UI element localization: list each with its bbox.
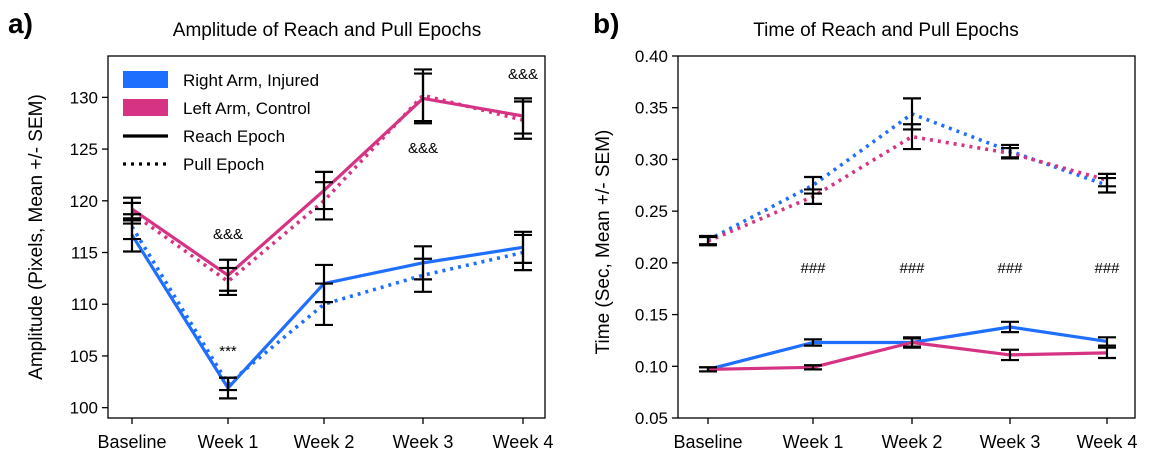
panel-a-significance-annotation: &&& [508, 66, 538, 83]
panel-b-y-tick-label: 0.35 [635, 99, 668, 118]
panel-b-error-bar-left-pull [804, 188, 822, 206]
panel-a-x-tick-label: Week 3 [393, 432, 454, 452]
panel-b-error-bar-left-pull [903, 123, 921, 151]
panel-a-error-bar-right-pull [514, 233, 532, 272]
panel-a-x-tick-label: Week 1 [198, 432, 259, 452]
panel-b-y-tick-label: 0.05 [635, 409, 668, 428]
legend-item: Pull Epoch [123, 155, 264, 174]
panel-b-y-tick-label: 0.20 [635, 254, 668, 273]
panel-a-x-tick-label: Baseline [97, 432, 166, 452]
panel-b-x-tick-label: Baseline [673, 432, 742, 452]
panel-b-y-tick-label: 0.40 [635, 47, 668, 66]
panel-a-significance-annotation: &&& [213, 226, 243, 243]
panel-b-x-tick-label: Week 2 [882, 432, 943, 452]
panel-a-error-bar-left-pull [514, 100, 532, 140]
panel-b-significance-annotation: ### [800, 260, 826, 277]
panel-b-error-bar-left-reach [699, 366, 717, 373]
panel-a-error-bar-left-pull [123, 201, 141, 225]
panel-a-y-tick-label: 125 [70, 140, 98, 159]
panel-a-error-bar-right-pull [219, 376, 237, 392]
panel-b-error-bar-left-reach [804, 364, 822, 371]
panel-a-error-bar-right-pull [315, 282, 333, 327]
panel-a-significance-annotation: *** [219, 343, 237, 360]
panel-b-x-tick-label: Week 4 [1077, 432, 1138, 452]
panel-a-error-bar-left-pull [219, 266, 237, 297]
panel-b-y-tick-label: 0.30 [635, 150, 668, 169]
panel-b-time-chart: b) Time of Reach and Pull Epochs Time (S… [593, 8, 1137, 452]
panel-b-plot-frame [677, 55, 1136, 419]
panel-b-x-tick-label: Week 3 [980, 432, 1041, 452]
panel-a-y-tick-label: 115 [71, 244, 98, 263]
panel-b-y-tick-label: 0.10 [635, 357, 668, 376]
panel-b-y-axis-label: Time (Sec, Mean +/- SEM) [593, 130, 614, 355]
panel-b-series-line-left-pull [707, 134, 1108, 243]
panel-b-significance-annotation: ### [899, 260, 925, 277]
panel-a-plot-frame [107, 55, 546, 419]
legend-item: Reach Epoch [123, 127, 285, 146]
legend-label: Right Arm, Injured [183, 71, 319, 90]
legend-item: Left Arm, Control [123, 99, 311, 118]
panel-b-x-tick-label: Week 1 [783, 432, 844, 452]
panel-a-error-bar-right-pull [414, 257, 432, 293]
panel-a-y-tick-label: 100 [70, 399, 98, 418]
panel-b-error-bar-right-reach [804, 338, 822, 347]
panel-b-y-tick-label: 0.25 [635, 202, 668, 221]
panel-b-error-bar-left-pull [699, 235, 717, 247]
legend-color-swatch [123, 99, 168, 116]
legend-label: Pull Epoch [183, 155, 264, 174]
panel-b-y-tick-label: 0.15 [635, 306, 668, 325]
panel-b-title: Time of Reach and Pull Epochs [753, 20, 1018, 41]
panel-a-y-tick-label: 130 [70, 88, 98, 107]
panel-a-series-line-right-pull [130, 225, 524, 386]
panel-a-y-tick-label: 105 [70, 347, 98, 366]
panel-b-significance-annotation: ### [997, 260, 1023, 277]
panel-b-label: b) [593, 8, 619, 39]
panel-a-label: a) [8, 8, 33, 39]
panel-b-error-bar-right-reach [1098, 336, 1116, 347]
panel-b-error-bar-left-pull [1001, 146, 1019, 160]
panel-b-series-line-right-pull [707, 112, 1108, 242]
panel-b-error-bar-right-reach [1001, 320, 1019, 334]
panel-b-significance-annotation: ### [1094, 260, 1120, 277]
panel-a-series-line-left-reach [131, 96, 524, 277]
panel-a-error-bar-left-pull [315, 181, 333, 221]
panel-a-series-line-right-reach [130, 234, 524, 390]
panel-b-error-bar-left-reach [1098, 346, 1116, 360]
panel-a-y-tick-label: 120 [70, 192, 98, 211]
panel-a-y-axis-label: Amplitude (Pixels, Mean +/- SEM) [26, 94, 47, 380]
panel-b-error-bar-left-pull [1098, 172, 1116, 188]
panel-a-amplitude-chart: a) Amplitude of Reach and Pull Epochs Am… [8, 8, 553, 452]
panel-a-legend: Right Arm, Injured Left Arm, Control Reach… [123, 71, 319, 174]
legend-item: Right Arm, Injured [123, 71, 319, 90]
legend-color-swatch [123, 71, 168, 88]
legend-label: Reach Epoch [183, 127, 285, 146]
panel-b-error-bar-left-reach [903, 336, 921, 349]
legend-label: Left Arm, Control [183, 99, 311, 118]
panel-a-y-tick-label: 110 [71, 295, 98, 314]
panel-a-x-tick-label: Week 4 [493, 432, 554, 452]
panel-a-title: Amplitude of Reach and Pull Epochs [173, 20, 481, 41]
panel-a-error-bar-left-pull [414, 68, 432, 123]
panel-a-significance-annotation: &&& [408, 140, 438, 157]
panel-b-error-bar-left-reach [1001, 348, 1019, 362]
panel-a-x-tick-label: Week 2 [294, 432, 355, 452]
